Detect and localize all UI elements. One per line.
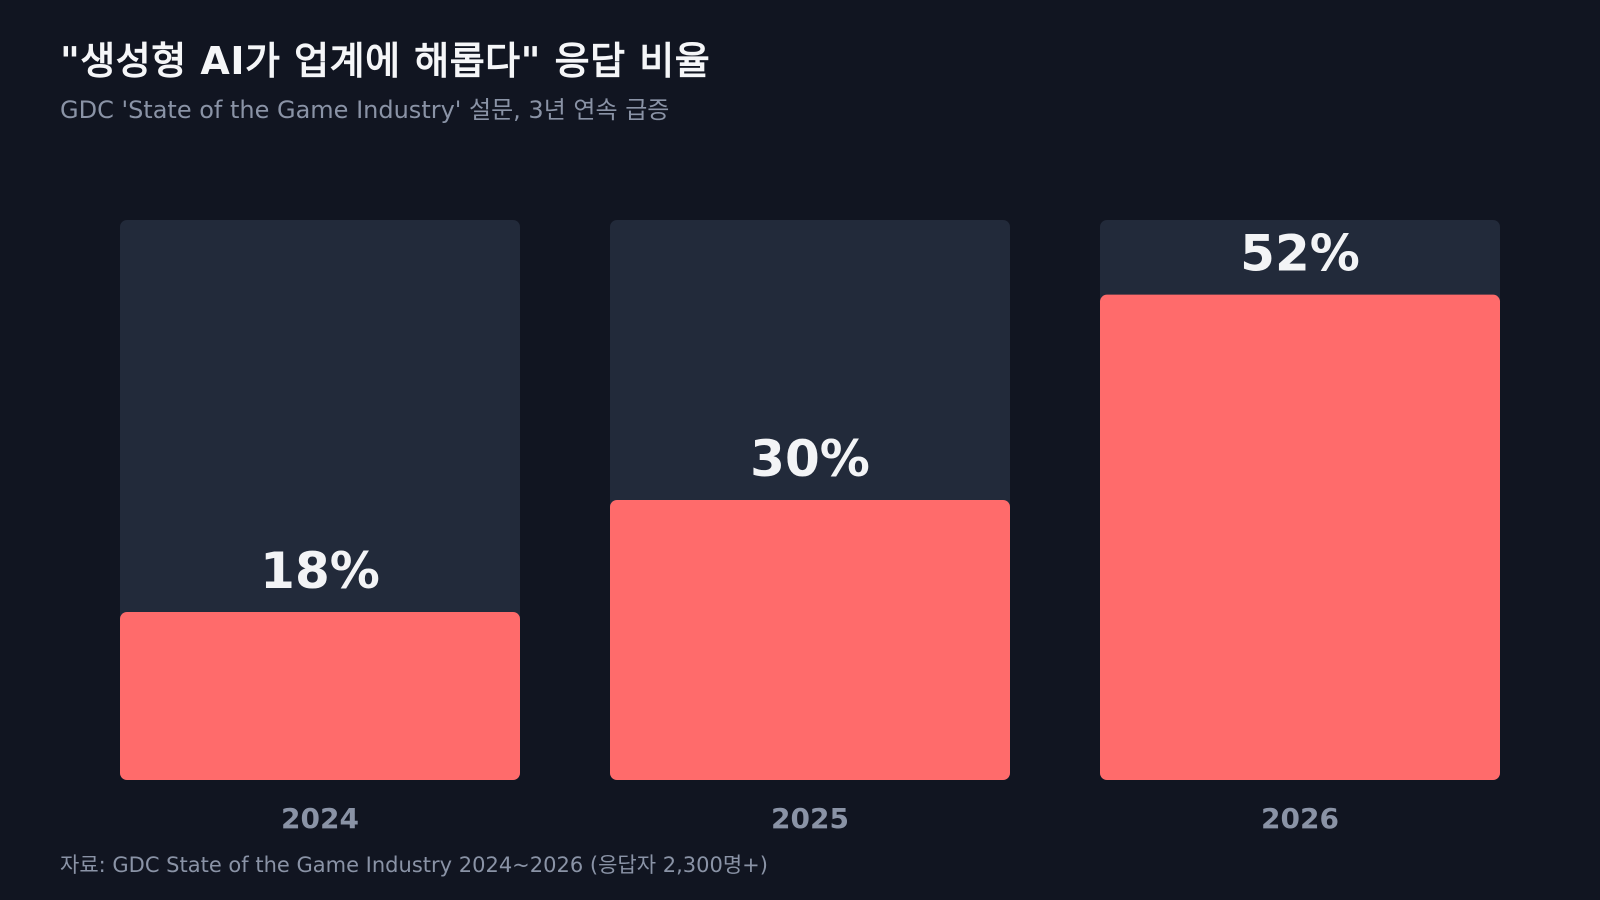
category-label: 2026: [1261, 802, 1339, 835]
bar: [610, 500, 1010, 780]
category-label: 2025: [771, 802, 849, 835]
value-label: 30%: [750, 430, 870, 488]
bar: [1100, 294, 1500, 780]
category-label: 2024: [281, 802, 359, 835]
chart-title: "생성형 AI가 업계에 해롭다" 응답 비율: [60, 39, 711, 83]
bar: [120, 612, 520, 780]
source-note: 자료: GDC State of the Game Industry 2024~…: [60, 853, 768, 877]
chart-subtitle: GDC 'State of the Game Industry' 설문, 3년 …: [60, 96, 670, 124]
value-label: 52%: [1240, 225, 1360, 283]
value-label: 18%: [260, 542, 380, 600]
